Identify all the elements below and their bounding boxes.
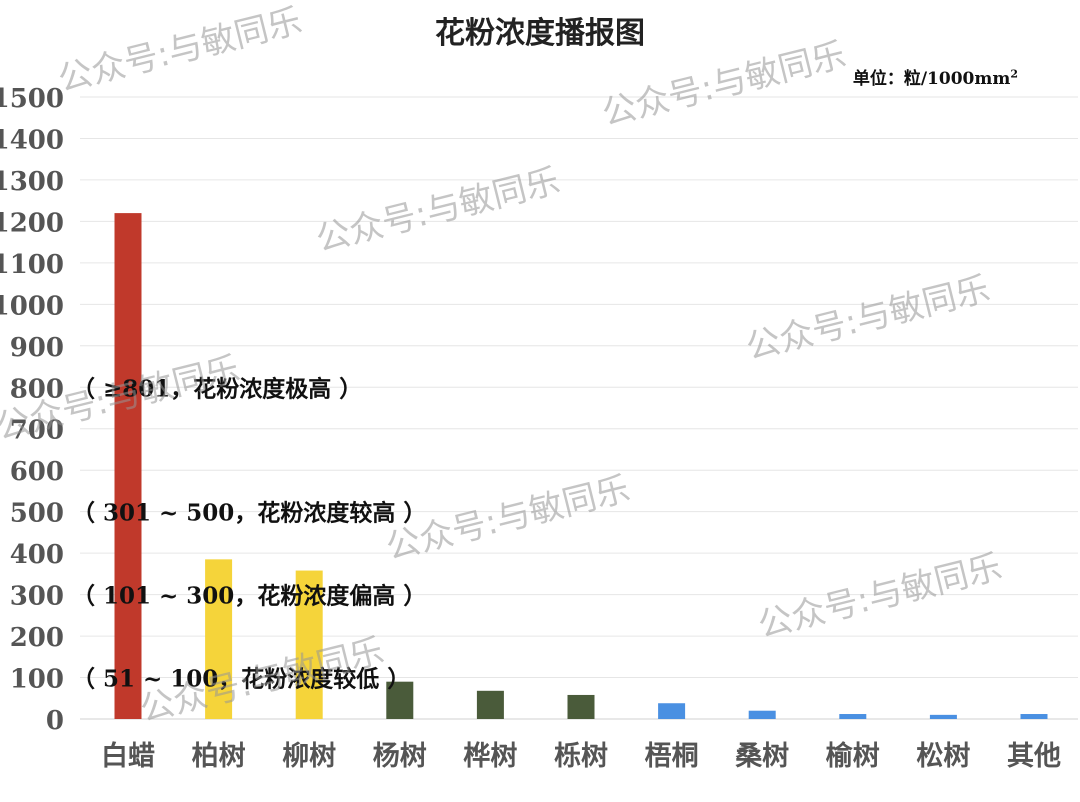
bar-栎树: [567, 694, 595, 719]
bar-梧桐: [658, 703, 686, 719]
x-tick-label: 杨树: [373, 741, 427, 772]
x-tick-label: 栎树: [554, 741, 608, 772]
bar-白蜡: [114, 213, 142, 719]
x-tick-label: 松树: [916, 741, 970, 772]
y-tick-label: 1100: [0, 250, 64, 280]
y-tick-label: 1500: [0, 84, 64, 114]
y-tick-label: 1300: [0, 167, 64, 197]
y-tick-label: 300: [10, 582, 64, 612]
chart-title: 花粉浓度播报图: [435, 16, 645, 51]
y-tick-label: 800: [10, 374, 64, 404]
x-tick-label: 桦树: [463, 741, 517, 772]
bar-桦树: [476, 690, 504, 719]
y-tick-label: 1000: [0, 291, 64, 321]
bar-松树: [929, 714, 957, 719]
bar-桑树: [748, 710, 776, 719]
bar-柏树: [205, 559, 233, 719]
unit-label: 单位：粒/1000mm2: [853, 64, 1018, 89]
unit-text: 单位：粒/1000mm: [852, 69, 1011, 89]
y-tick-label: 700: [10, 416, 64, 446]
x-tick-label: 柏树: [192, 741, 246, 772]
x-tick-label: 柳树: [282, 741, 336, 772]
bar-杨树: [386, 681, 414, 719]
y-tick-label: 600: [10, 457, 64, 487]
level-annotation: （ 51 ~ 100，花粉浓度较低 ）: [72, 666, 410, 693]
y-tick-label: 900: [10, 333, 64, 363]
y-tick-label: 1400: [0, 125, 64, 155]
y-tick-label: 400: [10, 540, 64, 570]
x-tick-label: 桑树: [735, 741, 789, 772]
x-tick-label: 榆树: [826, 740, 880, 772]
x-tick-label: 白蜡: [101, 740, 155, 772]
unit-superscript: 2: [1010, 67, 1018, 81]
y-tick-label: 0: [46, 706, 64, 736]
bar-榆树: [839, 714, 867, 719]
y-tick-label: 100: [10, 665, 64, 695]
y-tick-label: 1200: [0, 208, 64, 238]
x-tick-label: 梧桐: [645, 741, 699, 772]
x-tick-label: 其他: [1007, 741, 1061, 772]
level-annotation: （ 101 ~ 300，花粉浓度偏高 ）: [72, 583, 426, 610]
bar-柳树: [295, 570, 323, 719]
bar-其他: [1020, 714, 1048, 719]
level-annotation: （ ≥801，花粉浓度极高 ）: [72, 375, 362, 402]
y-tick-label: 200: [10, 623, 64, 653]
level-annotation: （ 301 ~ 500，花粉浓度较高 ）: [72, 500, 426, 527]
y-tick-label: 500: [10, 499, 64, 529]
